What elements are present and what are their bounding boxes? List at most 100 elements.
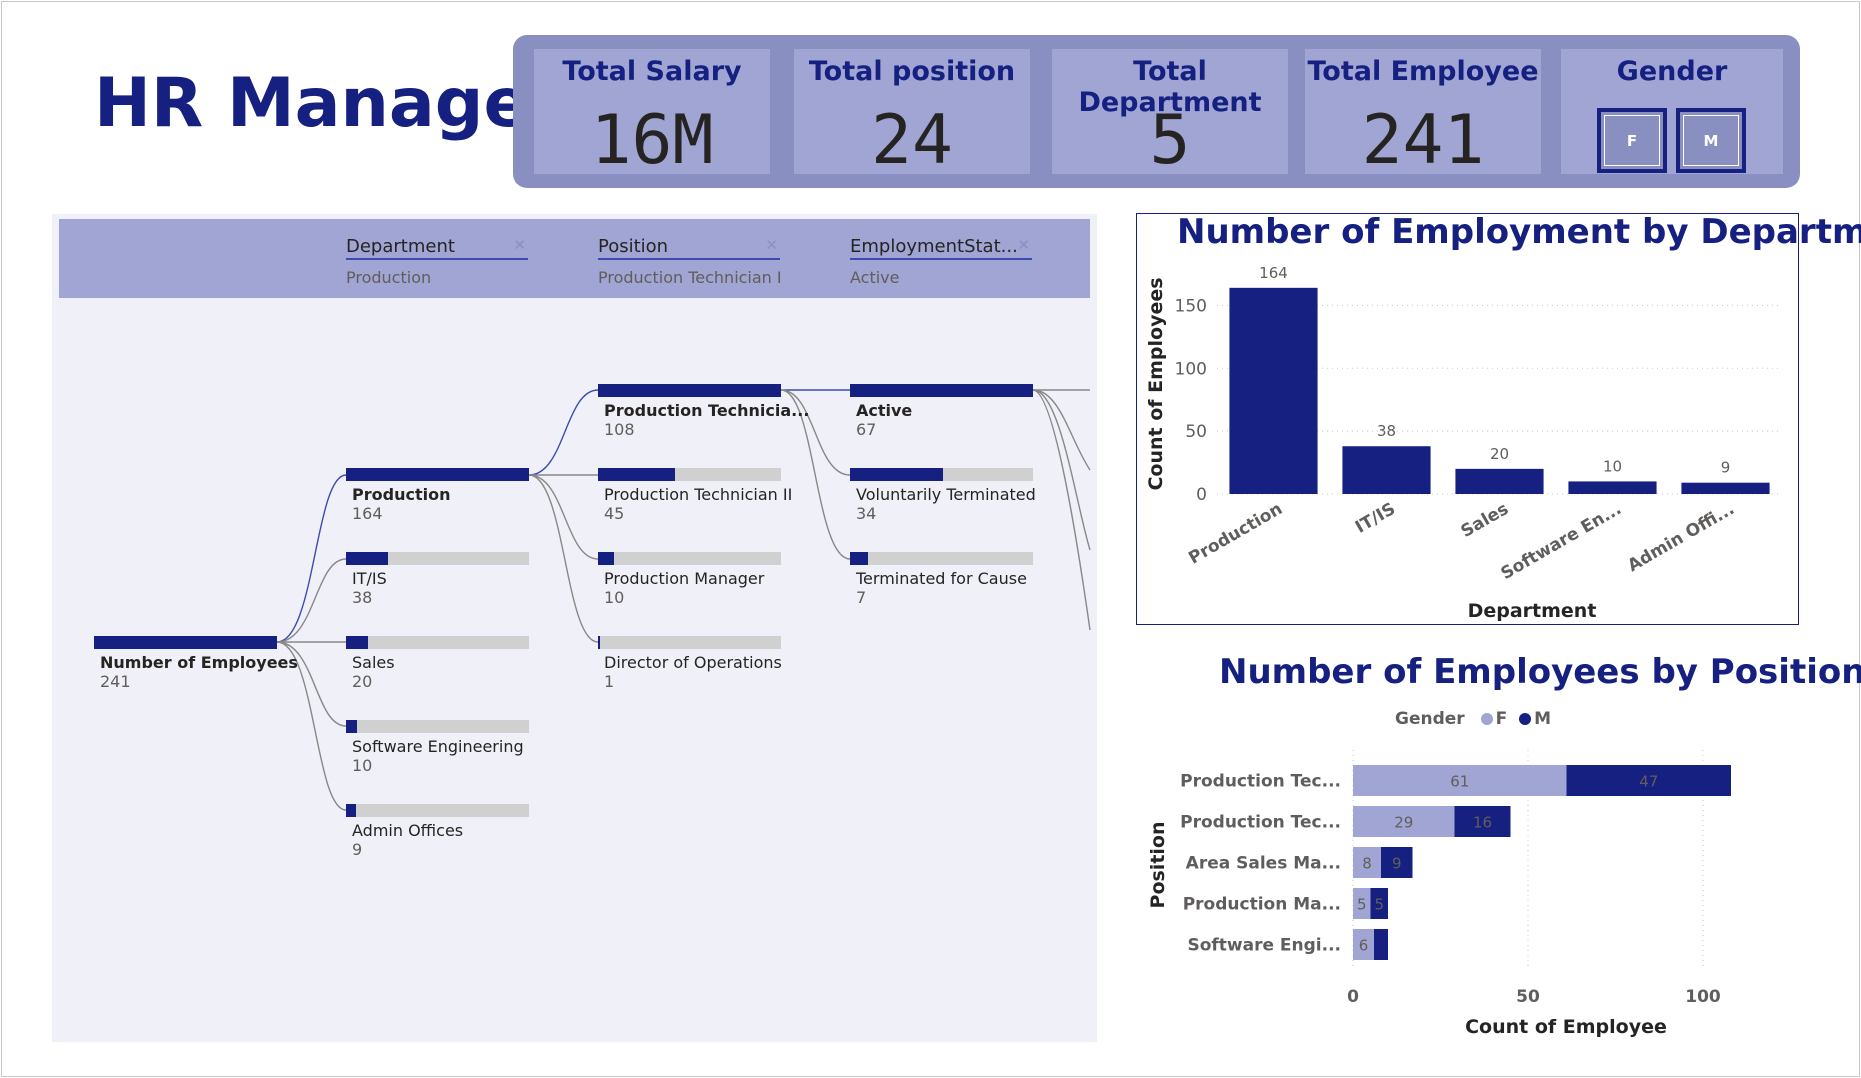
x-tick-label: 0 xyxy=(1347,987,1359,1007)
node-value: 1 xyxy=(604,672,615,691)
kpi-label: Total Salary xyxy=(562,56,742,87)
data-label: 9 xyxy=(1721,459,1731,477)
tree-column-title: Position xyxy=(598,236,669,257)
node-value: 38 xyxy=(352,588,373,607)
kpi-value: 16M xyxy=(590,101,714,180)
node-label: Admin Offices xyxy=(352,821,464,840)
tree-node-production-technician-i[interactable]: Production Technicia... 108 xyxy=(598,384,810,439)
data-label: 8 xyxy=(1362,855,1372,873)
page-title: HR Manager xyxy=(94,64,564,143)
gender-legend: Gender F M xyxy=(1395,709,1551,729)
node-value: 9 xyxy=(352,840,363,859)
data-label: 16 xyxy=(1473,814,1492,832)
data-label: 6 xyxy=(1359,937,1369,955)
node-value: 108 xyxy=(604,420,635,439)
position-bar-chart: 0 50 100 Production Tec... 61 47 Production Te… xyxy=(1147,750,1731,1038)
node-label: Terminated for Cause xyxy=(856,569,1027,588)
x-tick-label: Production xyxy=(1185,499,1286,569)
node-label: Voluntarily Terminated xyxy=(856,485,1036,504)
kpi-card-total-department: Total Department 5 xyxy=(1052,49,1288,180)
tree-column-department[interactable]: Department ✕ Production xyxy=(346,236,528,287)
kpi-value: 24 xyxy=(871,101,953,180)
bar-segment xyxy=(1353,765,1567,796)
bar xyxy=(1229,287,1318,494)
bar-segment xyxy=(1381,847,1413,878)
node-label: Sales xyxy=(352,653,395,672)
legend-dot-f xyxy=(1480,713,1493,725)
position-chart-title: Number of Employees by Position xyxy=(1219,652,1861,692)
y-tick-label: 100 xyxy=(1175,359,1207,379)
bar-segment xyxy=(1374,929,1388,960)
bar-segment xyxy=(1353,929,1374,960)
tree-column-selected: Production Technician I xyxy=(598,268,782,287)
gender-slicer: Gender F M xyxy=(1561,49,1783,174)
tree-node-active[interactable]: Active 67 xyxy=(850,384,1033,439)
tree-node-admin-offices[interactable]: Admin Offices 9 xyxy=(346,804,529,859)
node-value: 10 xyxy=(604,588,625,607)
close-icon[interactable]: ✕ xyxy=(1017,236,1030,254)
kpi-label: Total Employee xyxy=(1307,56,1539,87)
y-tick-label: Area Sales Ma... xyxy=(1186,854,1341,874)
y-tick-label: 150 xyxy=(1175,296,1207,316)
node-value: 45 xyxy=(604,504,625,523)
x-axis-title: Department xyxy=(1468,600,1597,622)
bar-segment xyxy=(1454,806,1511,837)
tree-node-it-is[interactable]: IT/IS 38 xyxy=(346,552,529,607)
close-icon[interactable]: ✕ xyxy=(513,236,526,254)
node-value: 20 xyxy=(352,672,373,691)
node-label: Director of Operations xyxy=(604,653,782,672)
data-label: 29 xyxy=(1394,814,1413,832)
node-label: Production Technician II xyxy=(604,485,793,504)
data-label: 47 xyxy=(1639,773,1658,791)
node-value: 34 xyxy=(856,504,877,523)
tree-node-terminated-for-cause[interactable]: Terminated for Cause 7 xyxy=(850,552,1033,607)
x-tick-label: 50 xyxy=(1516,987,1540,1007)
tree-column-position[interactable]: Position ✕ Production Technician I xyxy=(598,236,782,287)
gender-f-button[interactable]: F xyxy=(1597,108,1667,173)
close-icon[interactable]: ✕ xyxy=(765,236,778,254)
tree-node-voluntarily-terminated[interactable]: Voluntarily Terminated 34 xyxy=(850,468,1036,523)
node-value: 10 xyxy=(352,756,373,775)
data-label: 5 xyxy=(1374,896,1384,914)
node-label: Production xyxy=(352,485,451,504)
kpi-label: Total Department xyxy=(1078,56,1262,118)
tree-root-node[interactable]: Number of Employees 241 xyxy=(94,636,298,691)
x-tick-label: Sales xyxy=(1458,499,1512,542)
gender-m-button[interactable]: M xyxy=(1676,108,1746,173)
tree-column-employment-status[interactable]: EmploymentStat... ✕ Active xyxy=(850,236,1032,287)
bar xyxy=(1568,481,1657,494)
x-tick-label: Software En... xyxy=(1498,499,1625,584)
data-label: 9 xyxy=(1392,855,1402,873)
node-value: 164 xyxy=(352,504,383,523)
y-tick-label: 0 xyxy=(1196,485,1207,505)
kpi-card-total-employee: Total Employee 241 xyxy=(1305,49,1541,180)
tree-column-selected: Production xyxy=(346,268,432,287)
gender-f-label: F xyxy=(1604,115,1660,166)
tree-node-software-engineering[interactable]: Software Engineering 10 xyxy=(346,720,529,775)
legend-title: Gender xyxy=(1395,709,1465,729)
node-label: Number of Employees xyxy=(100,653,298,672)
node-value: 67 xyxy=(856,420,877,439)
y-tick-label: Production Ma... xyxy=(1183,895,1341,915)
decomposition-tree xyxy=(52,214,1097,1042)
y-tick-label: Production Tec... xyxy=(1180,772,1341,792)
kpi-card-total-position: Total position 24 xyxy=(794,49,1030,180)
gender-slicer-label: Gender xyxy=(1616,56,1728,87)
kpi-card-total-salary: Total Salary 16M xyxy=(534,49,770,180)
node-label: Production Technicia... xyxy=(604,401,810,420)
data-label: 5 xyxy=(1357,896,1367,914)
node-label: Software Engineering xyxy=(352,737,524,756)
bar-segment xyxy=(1353,806,1455,837)
tree-node-production[interactable]: Production 164 xyxy=(346,468,529,523)
tree-node-production-manager[interactable]: Production Manager 10 xyxy=(598,552,781,607)
legend-f: F xyxy=(1495,709,1508,729)
legend-dot-m xyxy=(1519,713,1532,725)
kpi-label: Total position xyxy=(808,56,1016,87)
tree-node-production-technician-ii[interactable]: Production Technician II 45 xyxy=(598,468,793,523)
legend-m: M xyxy=(1534,709,1552,729)
tree-node-sales[interactable]: Sales 20 xyxy=(346,636,529,691)
data-label: 61 xyxy=(1450,773,1469,791)
tree-node-director-of-operations[interactable]: Director of Operations 1 xyxy=(598,636,782,691)
x-tick-label: IT/IS xyxy=(1352,499,1399,538)
